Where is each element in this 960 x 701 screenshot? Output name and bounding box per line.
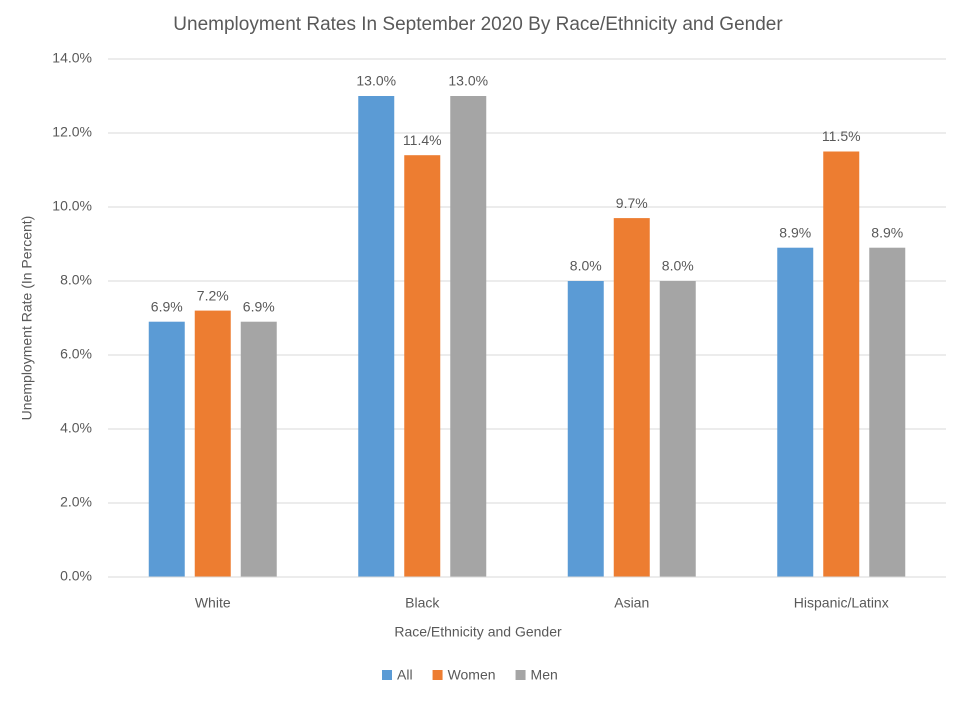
y-tick-label: 0.0%: [60, 568, 92, 584]
x-tick-label: White: [195, 595, 231, 611]
legend-swatch: [432, 670, 443, 680]
data-label: 6.9%: [243, 298, 275, 314]
legend-swatch: [382, 670, 392, 680]
data-label: 8.9%: [779, 224, 811, 240]
x-tick-label: Hispanic/Latinx: [794, 595, 889, 611]
bar: [358, 96, 395, 577]
legend-label: Men: [531, 667, 558, 683]
bar: [404, 155, 441, 577]
data-label: 8.9%: [871, 224, 903, 240]
bar: [450, 96, 487, 577]
bar: [777, 247, 814, 577]
y-tick-label: 12.0%: [52, 124, 92, 140]
data-label: 7.2%: [197, 287, 229, 303]
bar: [823, 151, 860, 577]
bar: [613, 218, 650, 577]
y-tick-label: 6.0%: [60, 346, 92, 362]
data-label: 8.0%: [570, 258, 602, 274]
legend-swatch: [515, 670, 526, 680]
data-label: 11.5%: [822, 128, 861, 144]
legend-label: All: [397, 667, 413, 683]
x-tick-label: Black: [405, 595, 440, 611]
data-label: 9.7%: [616, 195, 648, 211]
bar: [869, 247, 906, 577]
y-tick-label: 4.0%: [60, 420, 92, 436]
y-tick-label: 2.0%: [60, 494, 92, 510]
data-label: 6.9%: [151, 298, 183, 314]
bar: [194, 310, 231, 577]
legend-label: Women: [448, 667, 496, 683]
data-label: 13.0%: [356, 73, 396, 89]
bar: [567, 281, 604, 577]
x-axis-title: Race/Ethnicity and Gender: [394, 624, 562, 640]
y-tick-label: 8.0%: [60, 272, 92, 288]
bar: [240, 321, 277, 577]
chart-title: Unemployment Rates In September 2020 By …: [173, 14, 783, 35]
x-tick-label: Asian: [614, 595, 649, 611]
bar: [148, 321, 185, 577]
data-label: 11.4%: [403, 132, 442, 148]
y-tick-label: 14.0%: [52, 50, 92, 66]
y-axis-title: Unemployment Rate (In Percent): [19, 216, 35, 421]
data-label: 8.0%: [662, 258, 694, 274]
data-label: 13.0%: [448, 73, 488, 89]
bar: [659, 281, 696, 577]
y-tick-label: 10.0%: [52, 198, 92, 214]
